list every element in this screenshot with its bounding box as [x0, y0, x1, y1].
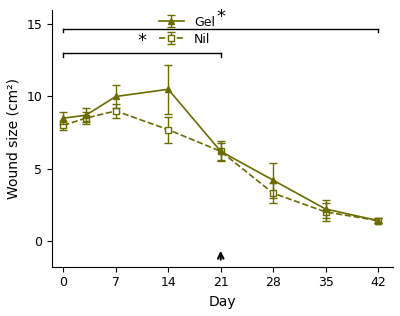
Text: *: *	[216, 8, 225, 26]
X-axis label: Day: Day	[209, 295, 236, 309]
Legend: Gel, Nil: Gel, Nil	[154, 11, 220, 51]
Y-axis label: Wound size (cm²): Wound size (cm²)	[7, 78, 21, 199]
Text: *: *	[138, 32, 146, 50]
